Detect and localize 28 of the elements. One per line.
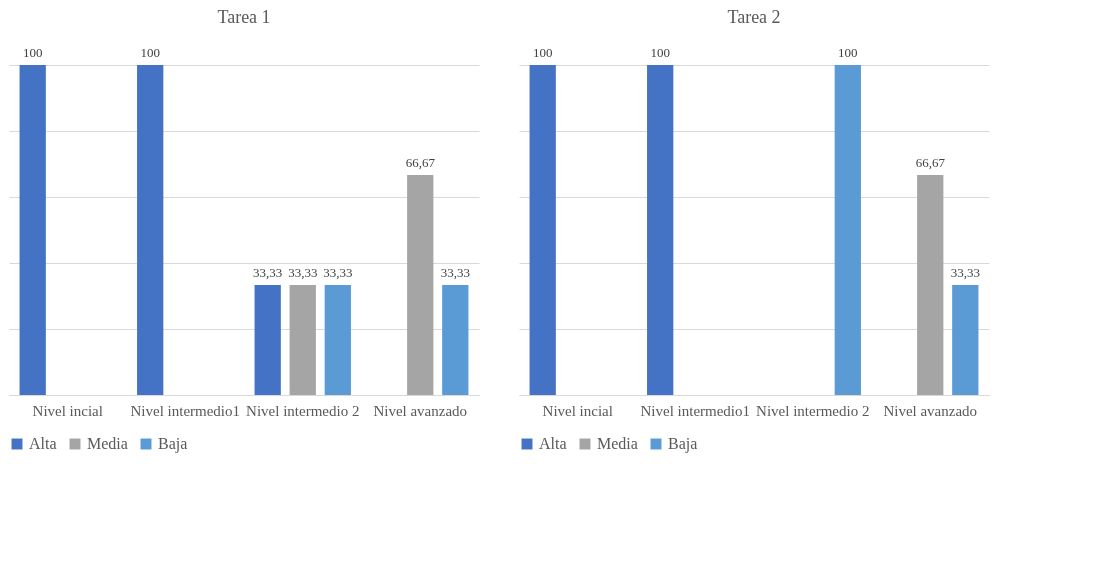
x-tick-label: Nivel incial <box>32 402 103 419</box>
data-label: 100 <box>140 45 160 60</box>
data-label: 33,33 <box>323 265 353 281</box>
chart-title: Tarea 2 <box>727 7 781 27</box>
legend-label: Media <box>87 435 128 452</box>
legend-label: Alta <box>29 435 57 452</box>
legend-label: Alta <box>539 435 567 452</box>
legend-label: Media <box>597 435 638 452</box>
x-tick-label: Nivel intermedio 2 <box>246 402 360 419</box>
data-label: 33,33 <box>288 265 318 281</box>
chart-title: Tarea 1 <box>217 7 271 27</box>
data-label: 100 <box>532 45 553 60</box>
data-label: 33,33 <box>440 265 470 281</box>
data-label: 66,67 <box>405 154 436 170</box>
x-tick-label: Nivel intermedio1 <box>640 402 751 419</box>
x-tick-label: Nivel intermedio1 <box>130 402 241 419</box>
legend-label: Baja <box>668 435 698 453</box>
x-tick-label: Nivel intermedio 2 <box>756 402 870 419</box>
data-label: 66,67 <box>915 154 946 170</box>
x-tick-label: Nivel avanzado <box>373 402 468 419</box>
legend-label: Baja <box>158 435 188 453</box>
x-tick-label: Nivel avanzado <box>883 402 978 419</box>
data-label: 33,33 <box>950 265 980 281</box>
data-label: 100 <box>22 45 43 60</box>
data-label: 33,33 <box>253 265 283 281</box>
data-label: 100 <box>838 45 858 60</box>
x-tick-label: Nivel incial <box>542 402 613 419</box>
data-label: 100 <box>650 45 670 60</box>
